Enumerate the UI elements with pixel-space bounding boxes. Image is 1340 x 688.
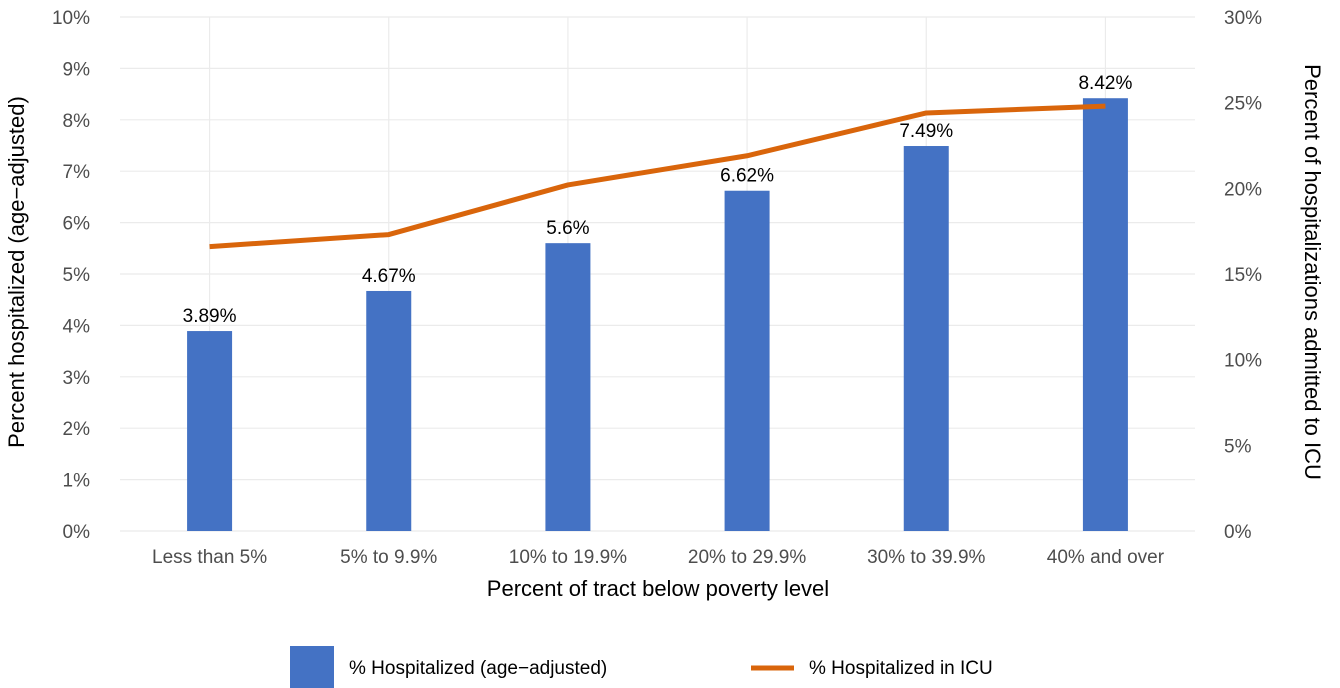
y-tick-label: 5% [63,265,91,286]
right-axis-ticks: 0% 5% 10% 15% 20% 25% 30% [1224,8,1262,543]
bar-series [187,98,1128,531]
y2-axis-title: Percent of hospitalizations admitted to … [1300,64,1325,480]
bar [1082,98,1128,531]
x-tick-label: 20% to 29.9% [688,547,806,568]
legend: % Hospitalized (age−adjusted) % Hospital… [290,646,993,688]
y-tick-label: 4% [63,316,91,337]
data-label: 6.62% [720,166,774,187]
y-tick-label: 1% [63,471,91,492]
bar [724,190,770,531]
legend-label-bar: % Hospitalized (age−adjusted) [349,658,607,679]
legend-label-line: % Hospitalized in ICU [809,658,993,679]
y-tick-label: 9% [63,59,91,80]
bar [545,243,591,531]
y2-tick-label: 20% [1224,179,1262,200]
y2-tick-label: 25% [1224,94,1262,115]
y2-tick-label: 15% [1224,265,1262,286]
y-tick-label: 10% [52,8,90,29]
left-axis-ticks: 0% 1% 2% 3% 4% 5% 6% 7% 8% 9% 10% [52,8,90,543]
icu-line [209,103,1106,250]
y2-tick-label: 10% [1224,351,1262,372]
x-axis-ticks: Less than 5% 5% to 9.9% 10% to 19.9% 20% to… [152,547,1165,568]
y2-tick-label: 5% [1224,436,1252,457]
y2-tick-label: 30% [1224,8,1262,29]
line-series [209,103,1106,250]
y-tick-label: 0% [63,522,91,543]
data-label: 4.67% [362,266,416,287]
y-tick-label: 2% [63,419,91,440]
y-axis-title: Percent hospitalized (age−adjusted) [4,96,29,448]
legend-swatch-bar [290,646,334,688]
x-tick-label: 40% and over [1047,547,1165,568]
x-tick-label: 5% to 9.9% [340,547,437,568]
y2-tick-label: 0% [1224,522,1252,543]
x-tick-label: Less than 5% [152,547,267,568]
data-label: 5.6% [546,218,589,239]
gridlines [120,16,1195,532]
y-tick-label: 8% [63,111,91,132]
y-tick-label: 6% [63,214,91,235]
x-tick-label: 10% to 19.9% [509,547,627,568]
data-label: 7.49% [899,121,953,142]
data-labels: 3.89% 4.67% 5.6% 6.62% 7.49% 8.42% [183,73,1133,327]
data-label: 3.89% [183,306,237,327]
bar [903,146,949,531]
bar [366,290,412,531]
y-tick-label: 3% [63,368,91,389]
x-tick-label: 30% to 39.9% [867,547,985,568]
x-axis-title: Percent of tract below poverty level [487,576,829,601]
data-label: 8.42% [1078,73,1132,94]
y-tick-label: 7% [63,162,91,183]
bar [187,331,233,531]
